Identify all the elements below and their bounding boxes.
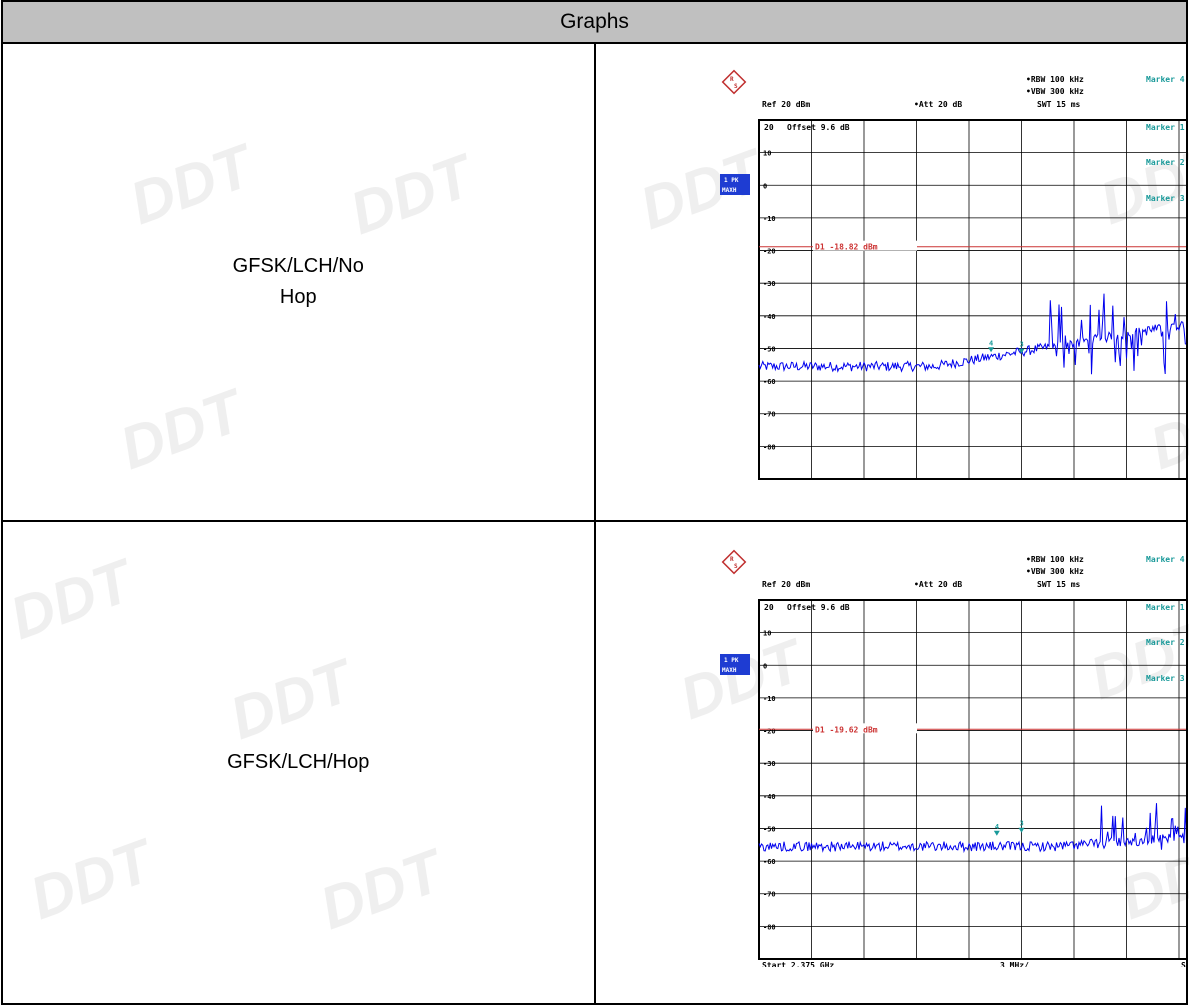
marker-triangle <box>993 830 1000 836</box>
vbw-label: •VBW 300 kHz <box>1026 567 1084 576</box>
y-tick-label: -40 <box>763 313 776 321</box>
marker-point: 3 <box>1018 820 1024 833</box>
vbw-label: •VBW 300 kHz <box>1026 87 1084 96</box>
limit-label: D1 -18.82 dBm <box>815 243 878 252</box>
y-tick-label: -50 <box>763 345 776 353</box>
span-label: 3 MHz/ <box>1000 481 1029 482</box>
ref-label: Ref 20 dBm <box>762 100 810 109</box>
logo-diamond <box>721 549 746 575</box>
row-label-line: GFSK/LCH/No <box>232 255 364 277</box>
plot-grid <box>757 119 1186 480</box>
y-tick-label: -60 <box>763 378 776 386</box>
badge-line: 1 PK <box>724 177 739 184</box>
y-tick-label: -70 <box>763 891 776 899</box>
badge-bg <box>719 654 750 675</box>
marker-triangle <box>1018 348 1024 354</box>
y-tick-label: -60 <box>763 858 776 866</box>
start-label: Start 2.375 GHz <box>762 961 834 967</box>
marker-id: 4 <box>989 339 993 347</box>
trace-badge: 1 PK MAXH <box>719 174 750 195</box>
badge-line: MAXH <box>722 187 737 194</box>
ref-label: Ref 20 dBm <box>762 580 810 589</box>
marker-triangle <box>1018 827 1024 833</box>
marker-title: Marker 4 [T1 ] <box>1146 75 1188 84</box>
row-label-line: Hop <box>279 286 317 308</box>
grid-frame <box>757 599 1186 960</box>
marker-title: Marker 2 [T1 ] <box>1146 638 1188 647</box>
y-tick-label: -10 <box>763 695 776 703</box>
y-tick-label: -50 <box>763 825 776 833</box>
logo-letter-s: S <box>734 83 738 90</box>
marker-panel: Marker 4 [T1 ]-52.25 dBm2.388590000 GHzM… <box>1146 555 1188 683</box>
rbw-label: •RBW 100 kHz <box>1026 75 1084 84</box>
rohde-schwarz-logo: RS <box>721 549 746 575</box>
ref-top-label: 20 <box>764 603 774 612</box>
marker-id: 3 <box>1019 820 1023 828</box>
marker-title: Marker 1 [T1 ] <box>1146 603 1188 612</box>
marker-point: 4 <box>993 823 1000 836</box>
y-tick-label: -80 <box>763 923 776 931</box>
spectrum-plot-hop: RS •RBW 100 kHz •VBW 300 kHz SWT 15 ms Ref 2… <box>719 549 1188 967</box>
y-tick-label: -70 <box>763 411 776 419</box>
y-tick-label: -20 <box>763 728 776 736</box>
marker-title: Marker 4 [T1 ] <box>1146 555 1188 564</box>
att-label: •Att 20 dB <box>914 100 962 109</box>
logo-letter-r: R <box>730 76 734 83</box>
swt-label: SWT 15 ms <box>1037 100 1081 109</box>
row-label-line: GFSK/LCH/Hop <box>227 751 370 773</box>
y-tick-label: 10 <box>763 630 771 638</box>
y-tick-label: 10 <box>763 150 771 158</box>
marker-id: 4 <box>994 823 998 831</box>
logo-diamond <box>721 69 746 95</box>
limit-label: D1 -19.62 dBm <box>815 725 878 734</box>
row-label-hop: GFSK/LCH/Hop <box>1 520 596 1005</box>
graph-cell-nohop: R S •RBW 100 kHz •VBW 300 kHz SWT 15 ms Ref 2… <box>593 42 1188 522</box>
grid-frame <box>757 119 1186 480</box>
stop-label: Stop 2.405 GHz <box>1181 481 1188 482</box>
badge-line: 1 PK <box>724 657 739 664</box>
ref-top-label: 20 <box>764 123 774 132</box>
marker-panel: Marker 4 [T1 ]-51.18 dBm2.388260000 GHzM… <box>1146 75 1188 203</box>
table-header: Graphs <box>1 0 1188 44</box>
graph-cell-hop: R S •RBW 100 kHz •VBW 300 kHz SWT 15 ms Ref 2… <box>593 520 1188 1005</box>
y-tick-label: -30 <box>763 280 776 288</box>
marker-title: Marker 3 [T1 ] <box>1146 194 1188 203</box>
marker-title: Marker 3 [T1 ] <box>1146 674 1188 683</box>
offset-label: Offset 9.6 dB <box>787 603 850 612</box>
logo-letter-r: R <box>730 556 734 563</box>
limit-label-bg <box>812 240 917 251</box>
plot-grid <box>757 599 1186 960</box>
start-label: Start 2.375 GHz <box>762 481 834 482</box>
y-tick-label: -80 <box>763 443 776 451</box>
y-tick-label: -20 <box>763 248 776 256</box>
offset-label: Offset 9.6 dB <box>787 123 850 132</box>
y-tick-label: -10 <box>763 215 776 223</box>
y-tick-label: 0 <box>763 662 767 670</box>
span-label: 3 MHz/ <box>1000 961 1029 967</box>
y-tick-label: -30 <box>763 760 776 768</box>
marker-id: 3 <box>1019 341 1023 349</box>
spectrum-trace <box>758 803 1186 854</box>
logo-letter-s: S <box>734 563 738 570</box>
rohde-schwarz-logo: RS <box>721 69 746 95</box>
limit-label-bg <box>812 723 917 734</box>
spectrum-trace <box>758 293 1186 375</box>
marker-title: Marker 2 [T1 ] <box>1146 158 1188 167</box>
trace-badge: 1 PK MAXH <box>719 654 750 675</box>
rbw-label: •RBW 100 kHz <box>1026 555 1084 564</box>
row-label-nohop: GFSK/LCH/No Hop <box>1 42 596 522</box>
marker-triangle <box>987 347 994 353</box>
y-tick-label: 0 <box>763 182 767 190</box>
swt-label: SWT 15 ms <box>1037 580 1081 589</box>
stop-label: Stop 2.405 GHz <box>1181 961 1188 967</box>
badge-line: MAXH <box>722 667 737 674</box>
marker-point: 3 <box>1018 341 1024 354</box>
y-tick-label: -40 <box>763 793 776 801</box>
att-label: •Att 20 dB <box>914 580 962 589</box>
badge-bg <box>719 174 750 195</box>
spectrum-plot-nohop: RS •RBW 100 kHz •VBW 300 kHz SWT 15 ms Ref 2… <box>719 69 1188 482</box>
marker-point: 4 <box>987 339 994 353</box>
marker-title: Marker 1 [T1 ] <box>1146 123 1188 132</box>
